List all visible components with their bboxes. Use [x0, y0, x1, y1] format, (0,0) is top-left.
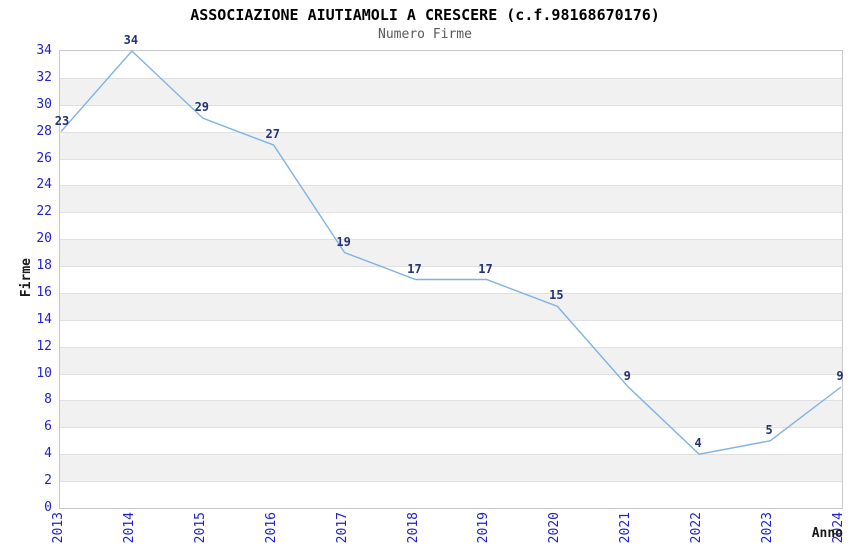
grid-band	[60, 158, 842, 186]
grid-band	[60, 400, 842, 428]
y-tick-label: 20	[36, 231, 52, 247]
grid-band	[60, 319, 842, 347]
x-axis-title: Anno	[811, 526, 843, 541]
x-tick-label: 2016	[263, 512, 279, 544]
gridline	[60, 319, 842, 321]
gridline	[60, 346, 842, 348]
y-tick-label: 30	[36, 96, 52, 112]
y-tick-label: 18	[36, 258, 52, 274]
x-tick-label: 2018	[405, 512, 421, 544]
gridline	[60, 400, 842, 402]
y-tick-label: 22	[36, 204, 52, 220]
data-point-label: 9	[836, 369, 844, 384]
gridline	[60, 77, 842, 79]
y-tick-label: 34	[36, 43, 52, 58]
y-tick-label: 6	[44, 419, 52, 435]
grid-band	[60, 104, 842, 132]
x-tick-label: 2019	[476, 512, 492, 544]
gridline	[60, 104, 842, 106]
gridline	[60, 373, 842, 375]
data-point-label: 17	[407, 261, 422, 276]
data-point-label: 23	[54, 113, 70, 128]
x-tick-label: 2015	[192, 512, 208, 544]
y-tick-label: 16	[36, 284, 52, 300]
grid-band	[60, 185, 842, 213]
x-tick-label: 2020	[547, 512, 563, 544]
x-tick-label: 2014	[121, 512, 137, 544]
plot-area	[59, 49, 843, 509]
gridline	[60, 185, 842, 187]
y-tick-label: 26	[36, 150, 52, 166]
chart-title: ASSOCIAZIONE AIUTIAMOLI A CRESCERE (c.f.…	[190, 6, 660, 24]
data-point-label: 27	[265, 127, 280, 142]
y-tick-label: 0	[44, 500, 52, 515]
data-point-label: 9	[623, 369, 631, 384]
data-point-label: 15	[549, 288, 564, 303]
grid-band	[60, 239, 842, 267]
gridline	[60, 212, 842, 214]
y-tick-label: 8	[44, 392, 52, 408]
y-tick-label: 10	[36, 365, 52, 381]
y-tick-label: 24	[36, 177, 52, 193]
data-point-label: 17	[478, 261, 493, 276]
gridline	[60, 481, 842, 483]
data-point-label: 4	[694, 436, 702, 451]
line-series	[60, 49, 842, 455]
grid-band	[60, 77, 842, 105]
gridline	[60, 131, 842, 133]
grid-band	[60, 373, 842, 401]
y-tick-label: 32	[36, 69, 52, 85]
y-tick-label: 14	[36, 311, 52, 327]
data-point-label: 5	[765, 422, 773, 437]
x-tick-label: 2013	[51, 512, 66, 544]
grid-band	[60, 212, 842, 240]
data-point-label: 29	[194, 100, 210, 115]
y-tick-label: 28	[36, 123, 52, 139]
gridline	[60, 239, 842, 241]
y-tick-label: 4	[44, 446, 52, 462]
x-tick-label: 2023	[760, 512, 776, 544]
data-point-label: 34	[123, 33, 139, 47]
grid-band	[60, 481, 842, 508]
chart-subtitle: Numero Firme	[378, 27, 472, 42]
grid-band	[60, 427, 842, 455]
grid-band	[60, 346, 842, 374]
gridline	[60, 292, 842, 294]
data-point-label: 19	[336, 234, 351, 249]
grid-band	[60, 131, 842, 159]
gridline	[60, 427, 842, 429]
grid-band	[60, 292, 842, 320]
x-tick-label: 2021	[618, 512, 634, 544]
y-tick-label: 2	[44, 473, 52, 489]
gridline	[60, 266, 842, 268]
gridline	[60, 454, 842, 456]
x-tick-label: 2017	[334, 512, 350, 544]
grid-band	[60, 51, 842, 78]
x-tick-label: 2022	[689, 512, 705, 544]
grid-band	[60, 454, 842, 482]
gridline	[60, 158, 842, 160]
y-tick-label: 12	[36, 338, 52, 354]
y-axis-title: Firme	[19, 258, 34, 298]
